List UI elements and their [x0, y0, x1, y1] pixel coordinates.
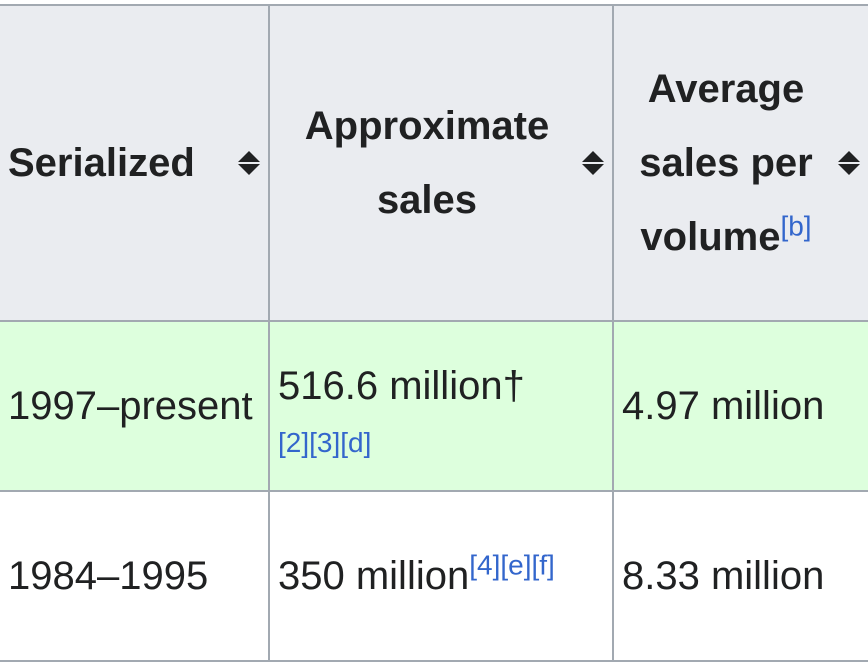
cell-average-text: 4.97 million	[622, 384, 825, 428]
header-serialized[interactable]: Serialized	[0, 4, 270, 322]
cell-sales-text: 516.6 million†	[278, 364, 525, 408]
table-row: 1984–1995 350 million[4][e][f] 8.33 mill…	[0, 490, 868, 662]
footnote-link-b[interactable]: [b]	[780, 210, 812, 242]
header-approximate-sales-label: Approximate sales	[304, 104, 550, 222]
footnote-links[interactable]: [4][e][f]	[469, 549, 555, 581]
header-average-sales-label-wrap: Average sales per volume[b]	[622, 52, 832, 274]
sort-icon[interactable]	[838, 151, 860, 175]
cell-average: 4.97 million	[612, 320, 868, 492]
sort-icon[interactable]	[238, 151, 260, 175]
cell-serialized: 1984–1995	[0, 490, 270, 662]
cell-average: 8.33 million	[612, 490, 868, 662]
cell-serialized: 1997–present	[0, 320, 270, 492]
header-approximate-sales[interactable]: Approximate sales	[268, 4, 614, 322]
header-average-sales[interactable]: Average sales per volume[b]	[612, 4, 868, 322]
table-row: 1997–present 516.6 million† [2][3][d] 4.…	[0, 320, 868, 492]
header-row: Serialized Approximate sales Average sal…	[0, 4, 868, 322]
cell-average-text: 8.33 million	[622, 554, 825, 598]
footnote-links[interactable]: [2][3][d]	[278, 427, 372, 458]
cell-serialized-text: 1984–1995	[8, 554, 209, 598]
header-average-sales-label: Average sales per volume	[639, 67, 813, 259]
cell-sales: 516.6 million† [2][3][d]	[268, 320, 614, 492]
cell-sales-text: 350 million	[278, 554, 470, 598]
cell-serialized-text: 1997–present	[8, 384, 253, 428]
sort-icon[interactable]	[582, 151, 604, 175]
cell-sales: 350 million[4][e][f]	[268, 490, 614, 662]
header-serialized-label: Serialized	[8, 141, 195, 185]
sales-table: Serialized Approximate sales Average sal…	[0, 4, 868, 662]
